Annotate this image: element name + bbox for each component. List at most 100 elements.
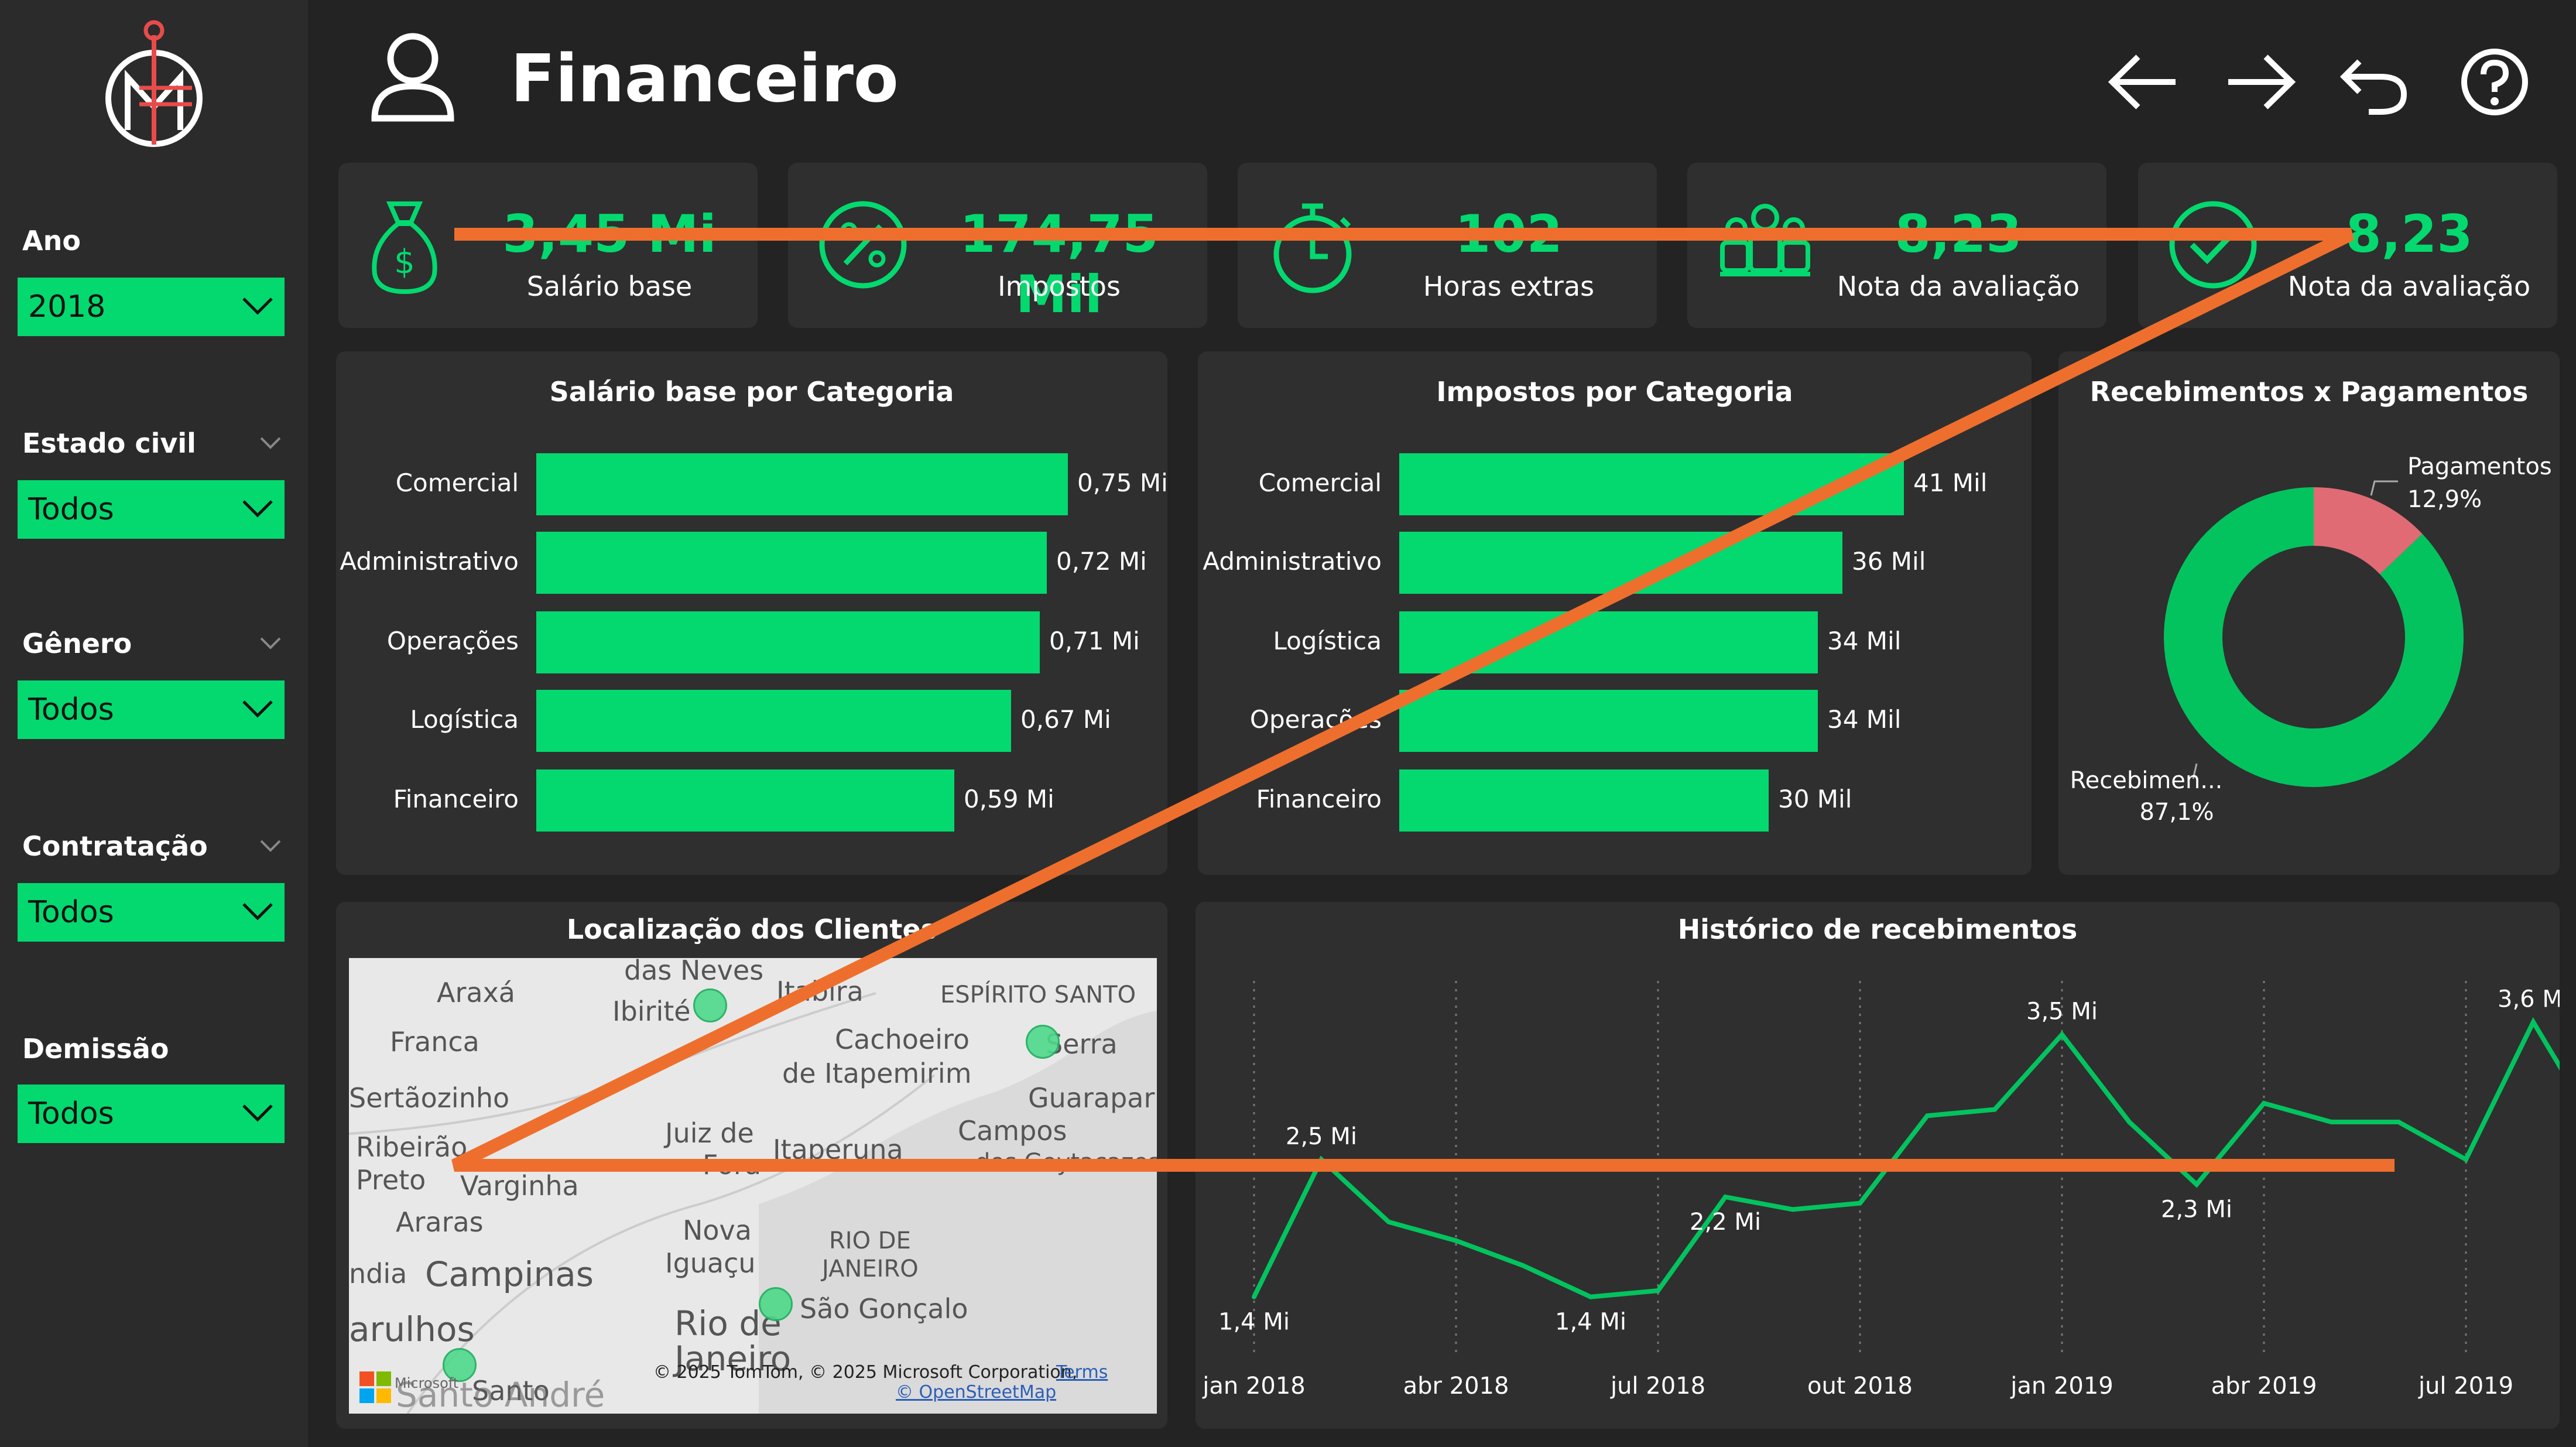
historico-recebimentos-panel: Histórico de recebimentos jan 2018 abr 20… (1195, 902, 2560, 1429)
client-map[interactable]: das Neves Araxá Ibirité Itabira ESPÍRITO… (349, 958, 1157, 1414)
data-point[interactable] (2060, 1032, 2064, 1037)
map-place: de Itapemirim (782, 1058, 972, 1089)
data-point[interactable] (1992, 1107, 1997, 1112)
bar[interactable] (1399, 611, 1818, 673)
filter-dropdown-ano[interactable]: 2018 (18, 278, 285, 336)
filter-label-estado-civil: Estado civil (22, 427, 196, 459)
bar-value-label: 30 Mil (1778, 785, 1852, 813)
kpi-value: 174,75 Mil (960, 204, 1159, 324)
data-label: 2,5 Mi (1286, 1123, 1357, 1150)
data-point[interactable] (1858, 1200, 1862, 1206)
slice-name-label: Pagamentos (2407, 453, 2552, 480)
data-point[interactable] (2194, 1182, 2199, 1187)
data-label: 3,5 Mi (2026, 998, 2098, 1025)
bar-category-label: Administrativo (340, 547, 519, 576)
forward-arrow-icon[interactable] (2222, 44, 2298, 120)
bar[interactable] (536, 690, 1011, 752)
bar-category-label: Logística (410, 705, 519, 734)
kpi-label: Nota da avaliação (1837, 271, 2080, 302)
data-point[interactable] (1386, 1219, 1391, 1224)
filter-value-demissao: Todos (28, 1096, 114, 1131)
map-place: Preto (356, 1164, 426, 1196)
data-point[interactable] (1454, 1238, 1458, 1243)
data-point[interactable] (2329, 1120, 2334, 1124)
bar-value-label: 34 Mil (1827, 627, 1902, 655)
bar-value-label: 0,59 Mi (964, 785, 1054, 813)
data-point[interactable] (1925, 1113, 1930, 1118)
kpi-value: 8,23 (2345, 204, 2473, 264)
data-point[interactable] (1723, 1195, 1728, 1199)
bar[interactable] (536, 611, 1040, 673)
kpi-card-horas-extras: 102 Horas extras (1238, 163, 1657, 328)
donut-chart: Pagamentos 12,9% Recebimen... 87,1% (2070, 453, 2552, 826)
bar[interactable] (536, 769, 954, 832)
x-tick-label: out 2018 (1807, 1373, 1913, 1400)
map-terms-link[interactable]: Terms (1056, 1362, 1108, 1383)
data-point[interactable] (1656, 1288, 1660, 1293)
bar-category-label: Comercial (395, 468, 519, 497)
client-location-marker[interactable] (443, 1348, 477, 1382)
data-point[interactable] (2396, 1120, 2401, 1124)
bar[interactable] (536, 453, 1068, 515)
money-bag-icon: $ (372, 201, 437, 295)
company-logo-icon (105, 20, 203, 147)
percent-icon (819, 201, 907, 289)
data-point[interactable] (2531, 1020, 2536, 1025)
collapse-chevron-icon[interactable] (259, 837, 282, 855)
collapse-chevron-icon[interactable] (259, 635, 282, 652)
map-place: ndia (349, 1258, 407, 1289)
data-point[interactable] (1521, 1263, 1526, 1268)
map-place: Itaperuna (773, 1134, 903, 1165)
chevron-down-icon (242, 500, 273, 518)
bar-value-label: 34 Mil (1827, 705, 1902, 734)
bar-category-label: Logística (1273, 627, 1382, 655)
data-point[interactable] (2464, 1157, 2468, 1162)
filter-label-demissao: Demissão (22, 1033, 169, 1065)
x-tick-label: abr 2018 (1403, 1373, 1509, 1400)
help-icon[interactable] (2457, 44, 2533, 120)
data-label: 2,2 Mi (1690, 1209, 1761, 1236)
data-point[interactable] (1319, 1157, 1324, 1162)
client-location-marker[interactable] (693, 988, 727, 1022)
data-point[interactable] (2262, 1101, 2266, 1106)
bar[interactable] (1399, 690, 1818, 752)
openstreetmap-link[interactable]: © OpenStreetMap (896, 1382, 1057, 1402)
data-point[interactable] (2127, 1120, 2132, 1124)
filter-dropdown-estado-civil[interactable]: Todos (18, 480, 285, 539)
filter-value-estado-civil: Todos (28, 492, 114, 527)
data-point[interactable] (1790, 1207, 1795, 1212)
kpi-value: 102 (1455, 204, 1563, 264)
filter-dropdown-demissao[interactable]: Todos (18, 1085, 285, 1143)
bar[interactable] (1399, 453, 1904, 515)
bar[interactable] (1399, 769, 1769, 832)
kpi-card-salario-base: $ 3,45 Mi Salário base (338, 163, 758, 328)
bar-category-label: Financeiro (393, 785, 519, 813)
chevron-down-icon (242, 700, 273, 718)
filter-dropdown-genero[interactable]: Todos (18, 680, 285, 739)
series-line[interactable] (1252, 1017, 2560, 1299)
microsoft-text: Microsoft (395, 1375, 459, 1391)
map-place: Cachoeiro (835, 1024, 970, 1055)
kpi-card-nota-avaliacao: 8,23 Nota da avaliação (1687, 163, 2106, 328)
filter-dropdown-contratacao[interactable]: Todos (18, 883, 285, 942)
data-point[interactable] (1252, 1294, 1256, 1299)
kpi-value: 3,45 Mi (502, 204, 717, 264)
kpi-card-nota-avaliacao-2: 8,23 Nota da avaliação (2138, 163, 2557, 328)
filter-sidebar: Ano 2018 Estado civil Todos Gênero Todos… (0, 0, 308, 1447)
data-label: 1,4 Mi (1218, 1309, 1290, 1336)
back-arrow-icon[interactable] (2105, 44, 2181, 120)
bar[interactable] (1399, 532, 1842, 594)
map-place: Iguaçu (665, 1247, 756, 1279)
client-location-marker[interactable] (759, 1287, 793, 1321)
bar-value-label: 36 Mil (1852, 547, 1926, 576)
map-place: Campinas (425, 1254, 594, 1294)
client-location-marker[interactable] (1026, 1025, 1060, 1059)
collapse-chevron-icon[interactable] (259, 435, 282, 452)
bar[interactable] (536, 532, 1047, 594)
undo-icon[interactable] (2336, 44, 2412, 120)
microsoft-logo-icon (359, 1371, 391, 1403)
data-point[interactable] (1588, 1294, 1593, 1299)
x-tick-label: abr 2019 (2211, 1373, 2317, 1400)
map-place: das Neves (624, 958, 764, 986)
filter-label-genero: Gênero (22, 628, 132, 659)
